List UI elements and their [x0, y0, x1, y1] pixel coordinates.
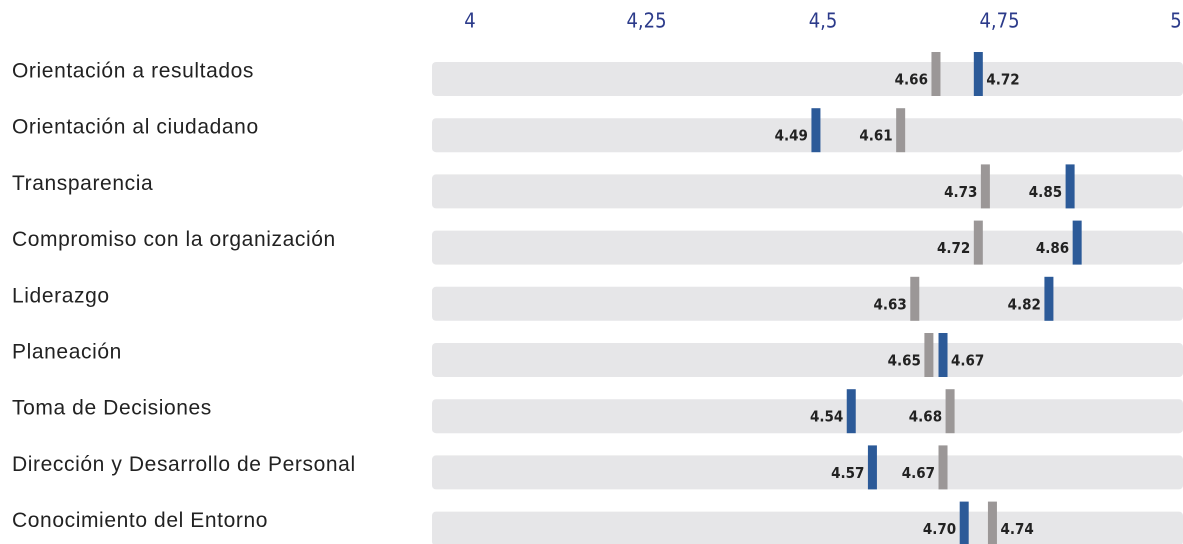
category-label: Liderazgo [12, 284, 110, 307]
value-label: 4.63 [873, 295, 906, 313]
value-label: 4.65 [888, 352, 921, 370]
row-background [432, 62, 1183, 96]
value-label: 4.68 [909, 408, 942, 426]
value-label: 4.57 [831, 464, 864, 482]
marker [867, 445, 877, 490]
row-background [432, 455, 1183, 490]
x-tick-label: 4,75 [979, 9, 1019, 33]
row-background [432, 511, 1183, 544]
category-label: Compromiso con la organización [12, 228, 336, 251]
marker [959, 501, 969, 544]
value-label: 4.73 [944, 183, 977, 201]
category-label: Transparencia [12, 172, 153, 195]
row-background [432, 118, 1183, 153]
marker [846, 389, 856, 434]
marker [938, 445, 948, 490]
value-label: 4.86 [1036, 239, 1069, 257]
value-label: 4.70 [923, 520, 956, 538]
marker [938, 333, 948, 377]
marker [987, 501, 997, 544]
value-label: 4.66 [895, 71, 928, 89]
row-background [432, 230, 1183, 265]
x-tick-label: 4,25 [626, 9, 666, 33]
value-label: 4.54 [810, 408, 843, 426]
value-label: 4.67 [902, 464, 935, 482]
value-label: 4.49 [775, 127, 808, 145]
row-background [432, 343, 1183, 377]
value-label: 4.74 [1000, 520, 1033, 538]
category-label: Orientación a resultados [12, 60, 254, 83]
marker [910, 276, 920, 321]
row-background [432, 399, 1183, 434]
value-label: 4.82 [1008, 295, 1041, 313]
value-label: 4.67 [951, 352, 984, 370]
category-label: Toma de Decisiones [12, 397, 212, 420]
marker [896, 108, 906, 153]
x-tick-label: 4 [464, 9, 475, 33]
value-label: 4.61 [859, 127, 892, 145]
marker [1044, 276, 1054, 321]
marker [1072, 220, 1082, 265]
row-background [432, 286, 1183, 321]
category-label: Planeación [12, 341, 122, 364]
marker [980, 164, 990, 209]
value-label: 4.85 [1029, 183, 1062, 201]
marker [973, 220, 983, 265]
category-label: Dirección y Desarrollo de Personal [12, 453, 356, 476]
row-background [432, 174, 1183, 209]
marker [811, 108, 821, 153]
category-label: Conocimiento del Entorno [12, 509, 268, 532]
x-tick-label: 4,5 [809, 9, 838, 33]
marker [973, 52, 983, 96]
x-tick-label: 5 [1170, 9, 1181, 33]
marker [931, 52, 941, 96]
marker [1065, 164, 1075, 209]
marker [945, 389, 955, 434]
marker [924, 333, 934, 377]
value-label: 4.72 [937, 239, 970, 257]
value-label: 4.72 [986, 71, 1019, 89]
category-label: Orientación al ciudadano [12, 116, 259, 139]
